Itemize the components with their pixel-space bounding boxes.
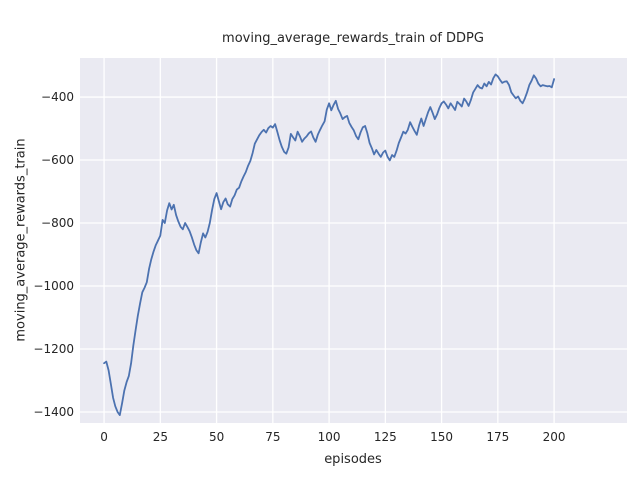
x-tick-label: 200 xyxy=(542,430,566,444)
y-tick-label: −600 xyxy=(41,153,74,168)
y-tick-label: −1000 xyxy=(33,279,74,293)
x-tick-label: 0 xyxy=(100,430,108,444)
reward-line xyxy=(103,73,555,416)
plot-svg xyxy=(80,58,627,423)
plot-area xyxy=(80,58,627,423)
y-axis-label: moving_average_rewards_train xyxy=(13,138,29,342)
y-tick-label: −400 xyxy=(41,90,74,105)
x-tick-label: 150 xyxy=(430,430,454,444)
x-tick-label: 25 xyxy=(152,430,168,444)
plot-title: moving_average_rewards_train of DDPG xyxy=(222,31,484,46)
y-tick-label: −1400 xyxy=(33,404,74,419)
x-tick-label: 125 xyxy=(373,430,397,444)
y-tick-label: −800 xyxy=(41,216,74,231)
x-tick-label: 75 xyxy=(265,430,281,444)
y-tick-label: −1200 xyxy=(33,341,74,356)
x-axis-label: episodes xyxy=(324,452,382,467)
x-tick-label: 50 xyxy=(208,430,225,444)
x-tick-label: 175 xyxy=(486,430,510,444)
x-tick-label: 100 xyxy=(317,430,341,444)
